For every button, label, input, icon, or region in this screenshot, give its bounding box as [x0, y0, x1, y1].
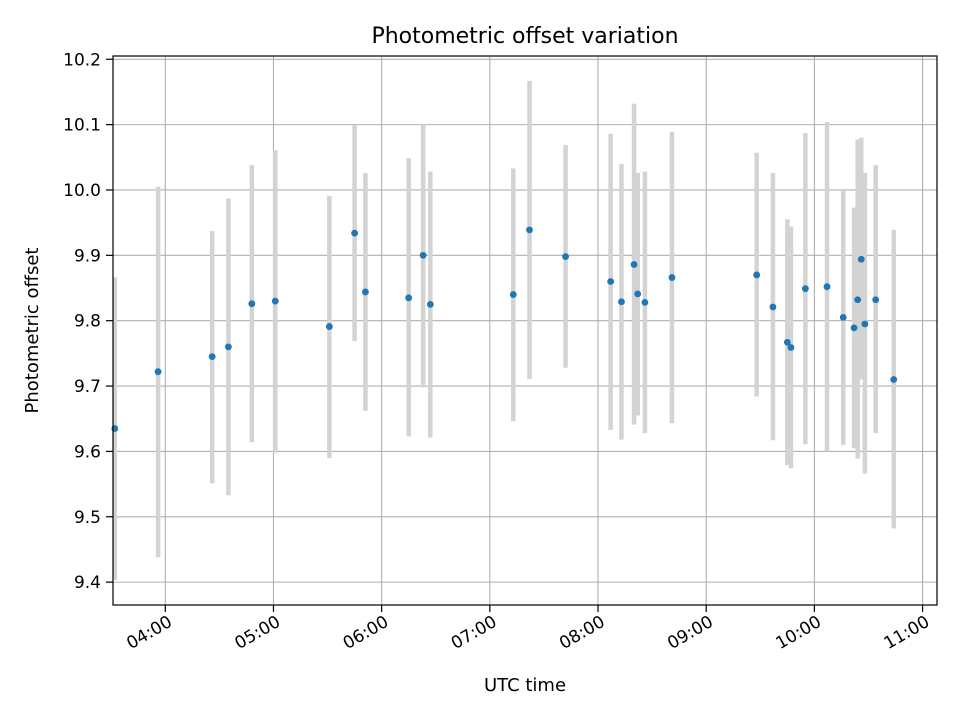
x-tick-label: 07:00 — [448, 612, 500, 654]
data-point — [641, 298, 649, 306]
y-axis-label: Photometric offset — [22, 248, 43, 414]
data-point — [634, 290, 642, 298]
data-point — [618, 298, 625, 306]
y-tick-label: 9.5 — [74, 508, 101, 528]
data-point — [857, 255, 865, 263]
data-point — [562, 253, 569, 261]
chart-title: Photometric offset variation — [371, 24, 678, 49]
y-tick-label: 9.4 — [74, 573, 101, 593]
x-tick-label: 06:00 — [340, 612, 392, 654]
y-tick-label: 10.2 — [63, 50, 101, 70]
data-point — [787, 344, 795, 351]
grid-lines — [113, 56, 937, 605]
y-tick-label: 9.8 — [74, 312, 101, 332]
data-point — [271, 297, 279, 305]
data-point — [839, 314, 847, 321]
x-tick-label: 04:00 — [123, 612, 175, 654]
x-tick-label: 08:00 — [556, 612, 608, 654]
data-point — [224, 343, 232, 351]
x-tick-label: 09:00 — [664, 612, 716, 654]
data-point — [872, 296, 880, 304]
error-bars — [112, 80, 896, 581]
y-tick-label: 9.6 — [74, 442, 101, 462]
data-point — [208, 353, 216, 361]
data-point — [419, 251, 427, 259]
data-point — [769, 303, 777, 311]
axis-ticks: 04:00 05:00 06:00 07:00 08:00 09:00 10:00 11:00… — [63, 50, 933, 654]
data-point — [607, 278, 615, 285]
data-point — [783, 338, 791, 346]
y-tick-label: 10.0 — [63, 181, 101, 201]
data-point — [362, 288, 369, 296]
data-point — [509, 291, 517, 298]
data-point — [890, 376, 898, 383]
data-point — [325, 323, 333, 330]
data-point — [668, 274, 676, 281]
data-point — [850, 324, 858, 332]
y-tick-label: 10.1 — [63, 116, 101, 136]
data-point — [823, 283, 831, 291]
x-tick-label: 11:00 — [881, 612, 933, 654]
data-point — [854, 296, 862, 304]
x-tick-label: 05:00 — [232, 612, 284, 654]
data-point — [630, 261, 638, 268]
data-point — [861, 320, 869, 328]
data-point — [753, 271, 761, 279]
y-tick-label: 9.7 — [74, 377, 101, 397]
data-point — [154, 368, 162, 376]
plot-frame — [112, 55, 938, 606]
data-point — [426, 300, 434, 308]
y-tick-label: 9.9 — [74, 246, 101, 266]
data-point — [526, 226, 533, 234]
data-point — [351, 229, 359, 237]
x-axis-label: UTC time — [484, 675, 566, 696]
x-tick-label: 10:00 — [772, 612, 824, 654]
data-point — [248, 300, 256, 308]
data-points — [111, 226, 898, 432]
data-point — [801, 285, 809, 293]
data-point — [405, 294, 413, 302]
